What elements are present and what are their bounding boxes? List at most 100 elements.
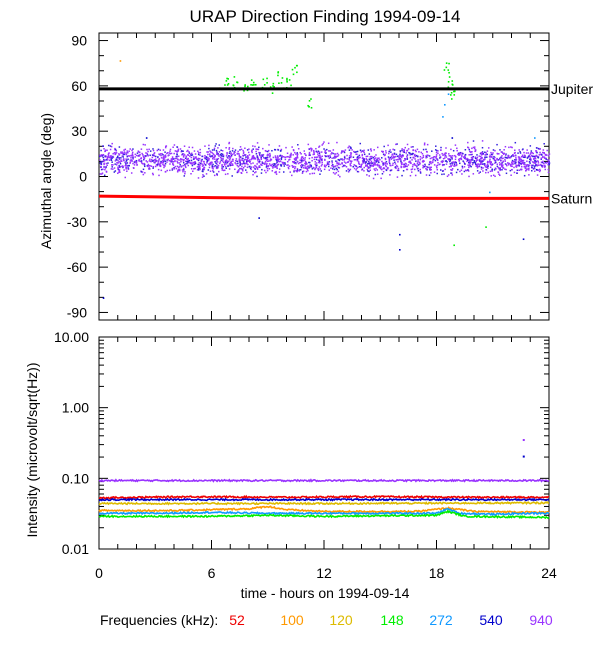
series-100khz bbox=[119, 60, 122, 62]
legend-label: Frequencies (kHz): bbox=[100, 612, 218, 628]
data-point bbox=[131, 151, 134, 154]
data-point bbox=[254, 83, 257, 86]
data-point bbox=[544, 157, 546, 159]
data-point bbox=[173, 152, 175, 155]
data-point bbox=[207, 153, 209, 156]
data-point bbox=[433, 156, 435, 158]
data-point bbox=[117, 172, 119, 175]
data-point bbox=[106, 149, 108, 152]
data-point bbox=[466, 158, 469, 160]
data-point bbox=[323, 168, 326, 171]
data-point bbox=[536, 174, 539, 176]
data-point bbox=[490, 163, 492, 166]
data-point bbox=[366, 164, 368, 167]
data-point bbox=[184, 163, 186, 166]
data-point bbox=[157, 160, 160, 163]
data-point bbox=[548, 159, 550, 161]
data-point bbox=[473, 146, 476, 148]
data-point bbox=[184, 172, 186, 175]
data-point bbox=[301, 165, 304, 167]
data-point bbox=[227, 164, 229, 167]
data-point bbox=[367, 163, 369, 165]
data-point bbox=[173, 166, 175, 169]
data-point bbox=[533, 155, 536, 158]
data-point bbox=[142, 168, 145, 171]
data-point bbox=[508, 156, 510, 158]
data-point bbox=[269, 152, 271, 155]
data-point bbox=[230, 160, 233, 163]
data-point bbox=[451, 155, 454, 157]
data-point bbox=[527, 155, 530, 158]
data-point bbox=[544, 168, 547, 171]
data-point bbox=[105, 166, 108, 168]
data-point bbox=[358, 156, 360, 159]
data-point bbox=[143, 165, 146, 168]
data-point bbox=[258, 166, 260, 168]
data-point bbox=[294, 167, 296, 170]
data-point bbox=[188, 152, 191, 154]
data-point bbox=[489, 162, 492, 165]
data-point bbox=[331, 157, 333, 159]
data-point bbox=[255, 166, 258, 169]
data-point bbox=[347, 171, 350, 173]
data-point bbox=[437, 152, 439, 155]
data-point bbox=[523, 162, 526, 164]
data-point bbox=[250, 168, 252, 171]
data-point bbox=[207, 151, 209, 153]
data-point bbox=[100, 155, 102, 157]
data-point bbox=[248, 159, 251, 161]
data-point bbox=[310, 147, 312, 150]
data-point bbox=[542, 155, 544, 158]
data-point bbox=[107, 162, 109, 164]
data-point bbox=[255, 153, 258, 155]
data-point bbox=[110, 168, 113, 170]
data-point bbox=[354, 151, 356, 153]
data-point bbox=[235, 158, 238, 160]
data-point bbox=[543, 165, 546, 167]
data-point bbox=[498, 173, 500, 175]
data-point bbox=[425, 156, 427, 159]
data-point bbox=[494, 156, 496, 159]
data-point bbox=[512, 154, 514, 156]
data-point bbox=[390, 155, 393, 158]
data-point bbox=[448, 166, 451, 168]
data-point bbox=[349, 152, 352, 154]
data-point bbox=[114, 153, 116, 156]
data-point bbox=[340, 152, 343, 154]
data-point bbox=[419, 162, 421, 165]
data-point bbox=[448, 76, 451, 78]
data-point bbox=[383, 167, 386, 170]
data-point bbox=[275, 159, 278, 161]
data-point bbox=[125, 160, 128, 162]
data-point bbox=[250, 84, 252, 86]
data-point bbox=[500, 159, 502, 162]
data-point bbox=[292, 149, 295, 152]
series-540khz bbox=[102, 137, 538, 299]
data-point bbox=[344, 149, 347, 151]
data-point bbox=[236, 171, 239, 174]
data-point bbox=[194, 167, 196, 170]
data-point bbox=[388, 157, 390, 159]
data-point bbox=[419, 168, 421, 171]
data-point bbox=[262, 78, 265, 81]
data-point bbox=[197, 153, 200, 156]
data-point bbox=[126, 162, 129, 164]
data-point bbox=[403, 149, 405, 152]
data-point bbox=[120, 159, 122, 161]
data-point bbox=[335, 167, 338, 170]
data-point bbox=[260, 172, 263, 174]
data-point bbox=[300, 164, 302, 167]
data-point bbox=[439, 149, 442, 151]
data-point bbox=[486, 153, 489, 156]
data-point bbox=[117, 162, 119, 164]
data-point bbox=[244, 158, 247, 160]
data-point bbox=[185, 156, 188, 158]
data-point bbox=[215, 160, 218, 162]
data-point bbox=[145, 160, 148, 162]
data-point bbox=[514, 162, 516, 165]
data-point bbox=[525, 170, 527, 172]
data-point bbox=[498, 167, 500, 170]
data-point bbox=[546, 149, 548, 152]
data-point bbox=[105, 155, 107, 157]
data-point bbox=[375, 167, 377, 170]
